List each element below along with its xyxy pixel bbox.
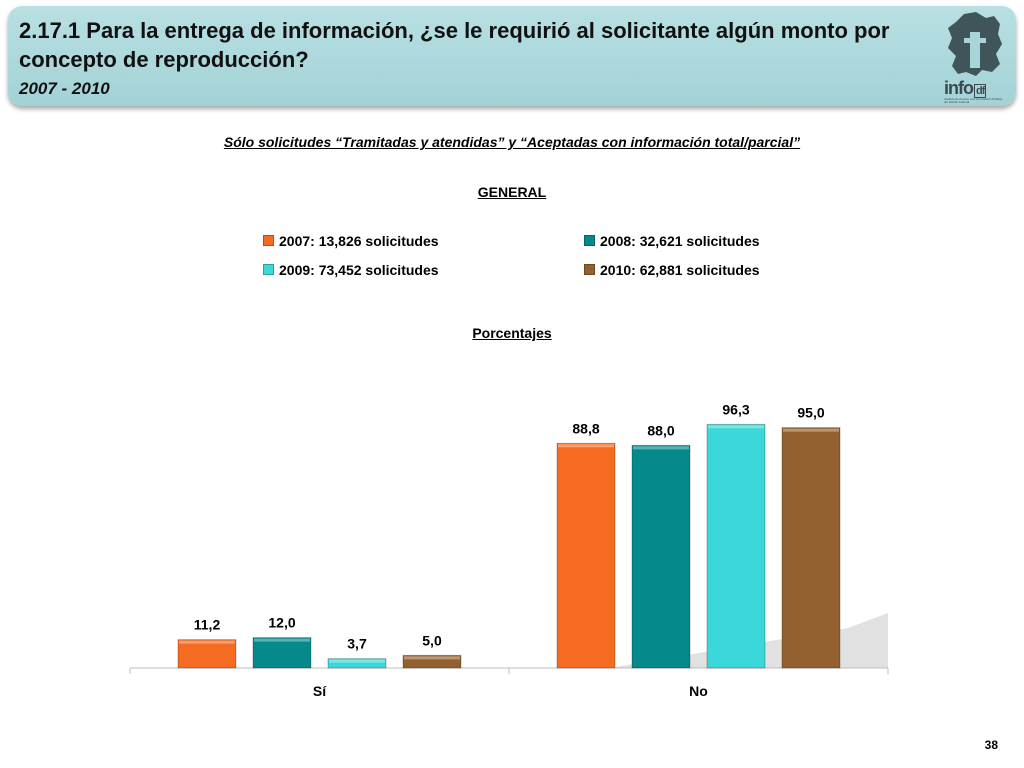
bar-Sí-2 <box>327 658 387 669</box>
header-banner: 2.17.1 Para la entrega de información, ¿… <box>8 6 1016 106</box>
logo-wordmark: info df <box>944 78 987 98</box>
chart-subtitle: Sólo solicitudes “Tramitadas y atendidas… <box>223 134 801 150</box>
legend-label-2007: 2007: 13,826 solicitudes <box>279 233 439 249</box>
legend-item-2007: 2007: 13,826 solicitudes <box>263 232 439 250</box>
data-label: 88,8 <box>572 420 599 436</box>
infodf-logo: info df Instituto de Acceso a la Informac… <box>942 10 1008 104</box>
porcentajes-label: Porcentajes <box>472 325 552 341</box>
legend-item-2009: 2009: 73,452 solicitudes <box>263 261 439 279</box>
bar-No-1 <box>631 444 691 669</box>
period-label: 2007 - 2010 <box>19 79 110 98</box>
legend-label-2010: 2010: 62,881 solicitudes <box>600 262 760 278</box>
bar-No-0 <box>556 442 616 669</box>
legend-label-2008: 2008: 32,621 solicitudes <box>600 233 760 249</box>
data-label: 3,7 <box>347 636 367 652</box>
bar-Sí-0 <box>177 639 237 669</box>
legend-swatch-2009 <box>263 264 274 275</box>
page-title: 2.17.1 Para la entrega de información, ¿… <box>19 18 890 72</box>
bar-Sí-1 <box>252 637 312 669</box>
bar-highlight <box>633 446 689 450</box>
data-label: 12,0 <box>268 615 295 631</box>
data-label: 95,0 <box>797 405 824 421</box>
bar-No-3 <box>781 427 841 669</box>
bar-highlight <box>254 638 310 642</box>
page-number: 38 <box>984 738 998 752</box>
map-emblem-icon <box>948 12 1002 76</box>
category-label: No <box>689 683 708 699</box>
bar-highlight <box>558 444 614 448</box>
data-label: 5,0 <box>422 632 442 648</box>
data-label: 96,3 <box>722 401 749 417</box>
legend-label-2009: 2009: 73,452 solicitudes <box>279 262 439 278</box>
bar-highlight <box>783 428 839 432</box>
legend-item-2008: 2008: 32,621 solicitudes <box>584 232 760 250</box>
legend-swatch-2008 <box>584 235 595 246</box>
bar-highlight <box>708 425 764 429</box>
data-label: 11,2 <box>194 617 221 633</box>
data-label: 88,0 <box>647 422 674 438</box>
legend-item-2010: 2010: 62,881 solicitudes <box>584 261 760 279</box>
bar-highlight <box>179 640 235 644</box>
category-label: Sí <box>313 683 327 699</box>
bar-No-2 <box>706 423 766 669</box>
bar-Sí-3 <box>402 654 462 669</box>
logo-subtitle: Instituto de Acceso a la Información Púb… <box>944 97 1003 104</box>
legend-swatch-2007 <box>263 235 274 246</box>
bar-highlight <box>329 659 385 663</box>
bar-highlight <box>404 656 460 660</box>
legend-swatch-2010 <box>584 264 595 275</box>
general-label: GENERAL <box>477 184 547 200</box>
